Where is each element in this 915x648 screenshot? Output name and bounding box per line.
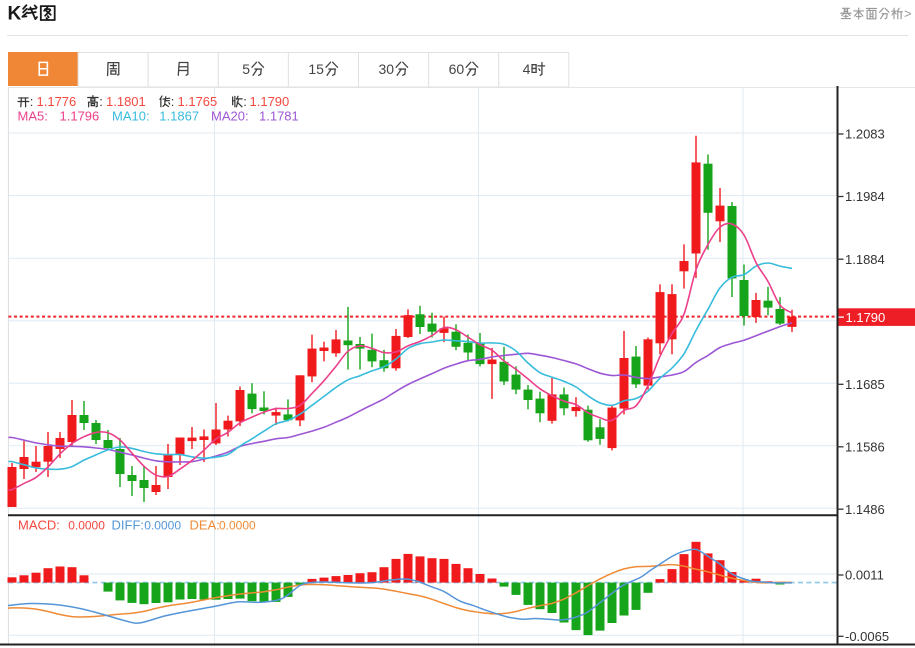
svg-text::: : [171,94,175,109]
svg-text::: : [99,94,103,109]
svg-text:1.1765: 1.1765 [178,94,218,109]
svg-text:-0.0065: -0.0065 [845,629,889,644]
svg-text:1.1984: 1.1984 [845,189,885,204]
svg-text:1.1586: 1.1586 [845,439,885,454]
svg-text:5: 5 [242,61,250,77]
svg-text:1.1790: 1.1790 [846,310,886,325]
svg-text:DIFF:0.0000: DIFF:0.0000 [112,518,182,533]
svg-text:1.1486: 1.1486 [845,502,885,517]
svg-text:>: > [904,6,912,21]
svg-text::: : [30,94,34,109]
svg-text:1.1685: 1.1685 [845,377,885,392]
svg-text:DEA:0.0000: DEA:0.0000 [190,518,257,533]
svg-text:1.1801: 1.1801 [106,94,146,109]
svg-text:4: 4 [523,61,531,77]
svg-text:15: 15 [308,61,324,77]
svg-text:1.2083: 1.2083 [845,127,885,142]
svg-text:K: K [8,4,22,25]
svg-text::: : [243,94,247,109]
svg-text:60: 60 [449,61,465,77]
svg-text:1.1776: 1.1776 [37,94,77,109]
svg-text:1.1884: 1.1884 [845,252,885,267]
svg-text:1.1790: 1.1790 [250,94,290,109]
svg-text:30: 30 [379,61,395,77]
svg-text:0.0011: 0.0011 [845,568,884,583]
